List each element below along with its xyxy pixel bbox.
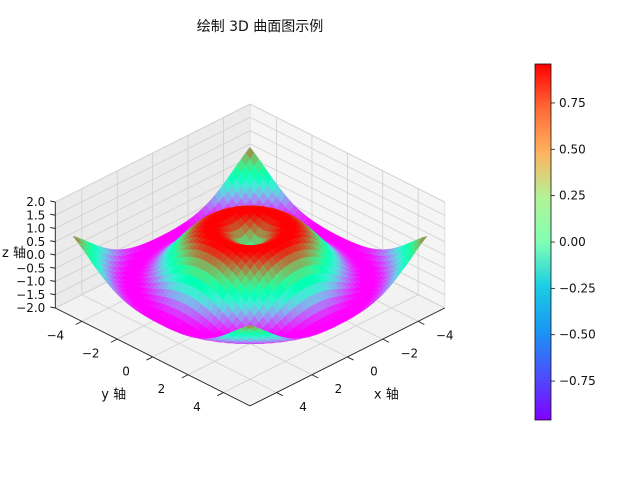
colorbar-tick-label: 0.00 <box>559 235 586 249</box>
x-axis-label: x 轴 <box>374 387 399 402</box>
z-tick-label: −1.5 <box>16 288 45 302</box>
y-axis-label: y 轴 <box>101 387 126 402</box>
z-tick-label: 1.5 <box>26 208 45 222</box>
colorbar-gradient <box>534 63 552 421</box>
z-tick-mark <box>50 227 56 229</box>
z-tick-mark <box>50 200 56 203</box>
x-tick-mark <box>276 392 283 397</box>
grid-line <box>55 156 251 256</box>
z-tick-label: −0.5 <box>16 261 45 275</box>
grid-line <box>249 143 445 243</box>
colorbar-tick-label: 0.75 <box>559 96 586 110</box>
x-tick-label: −2 <box>400 347 418 361</box>
grid-line <box>223 294 419 393</box>
axes-ticks: −4 −2 0 2 4 x 轴 −4 −2 0 2 4 y 轴 −2.0−1.5−1.0−0.50.00… <box>2 195 454 414</box>
chart-title: 绘制 3D 曲面图示例 <box>196 19 324 35</box>
x-tick-label: 0 <box>370 364 378 378</box>
y-tick-label: −2 <box>82 347 100 361</box>
z-tick-mark <box>50 293 56 296</box>
z-tick-mark <box>50 266 56 269</box>
z-tick-label: 0.5 <box>26 235 45 249</box>
y-tick-mark <box>110 338 118 343</box>
x-tick-label: 2 <box>335 382 343 396</box>
y-tick-mark <box>181 374 189 379</box>
grid-line <box>249 103 445 203</box>
z-tick-mark <box>50 306 56 309</box>
colorbar-tick-label: −0.75 <box>559 374 596 388</box>
z-tick-mark <box>50 280 56 282</box>
grid-line <box>55 130 251 229</box>
colorbar-tick-label: −0.25 <box>559 281 596 295</box>
y-tick-mark <box>146 356 153 361</box>
colorbar-tick-label: 0.25 <box>559 189 586 203</box>
y-tick-mark <box>75 320 83 325</box>
colorbar-tick-label: 0.50 <box>559 142 586 156</box>
grid-line <box>249 130 445 229</box>
x-tick-mark <box>417 320 425 325</box>
y-tick-label: 4 <box>193 400 201 414</box>
surface-patch <box>245 324 255 329</box>
y-tick-mark <box>217 392 224 397</box>
grid-line <box>55 143 251 243</box>
z-tick-label: 2.0 <box>26 195 45 209</box>
z-tick-label: −2.0 <box>16 301 45 315</box>
z-tick-mark <box>50 213 56 216</box>
z-tick-label: 1.0 <box>26 222 45 236</box>
colorbar: −0.75 −0.50 −0.25 0.00 0.25 0.50 0.75 <box>534 63 596 421</box>
grid-line <box>249 116 445 216</box>
x-tick-mark <box>382 338 390 343</box>
z-tick-mark <box>50 253 56 256</box>
x-tick-label: 4 <box>299 400 307 414</box>
grid-line <box>249 156 445 256</box>
colorbar-tick-label: −0.50 <box>559 328 596 342</box>
y-tick-label: −4 <box>46 329 64 343</box>
z-tick-label: −1.0 <box>16 275 45 289</box>
x-tick-label: −4 <box>436 329 454 343</box>
x-tick-mark <box>311 374 319 379</box>
z-tick-mark <box>50 240 56 243</box>
grid-line <box>55 103 251 203</box>
y-tick-label: 0 <box>122 364 130 378</box>
x-tick-mark <box>347 356 354 361</box>
grid-line <box>55 116 251 216</box>
y-tick-label: 2 <box>158 382 166 396</box>
z-axis-label: z 轴 <box>2 246 26 261</box>
z-tick-label: 0.0 <box>26 248 45 262</box>
surface-plot <box>72 146 428 345</box>
